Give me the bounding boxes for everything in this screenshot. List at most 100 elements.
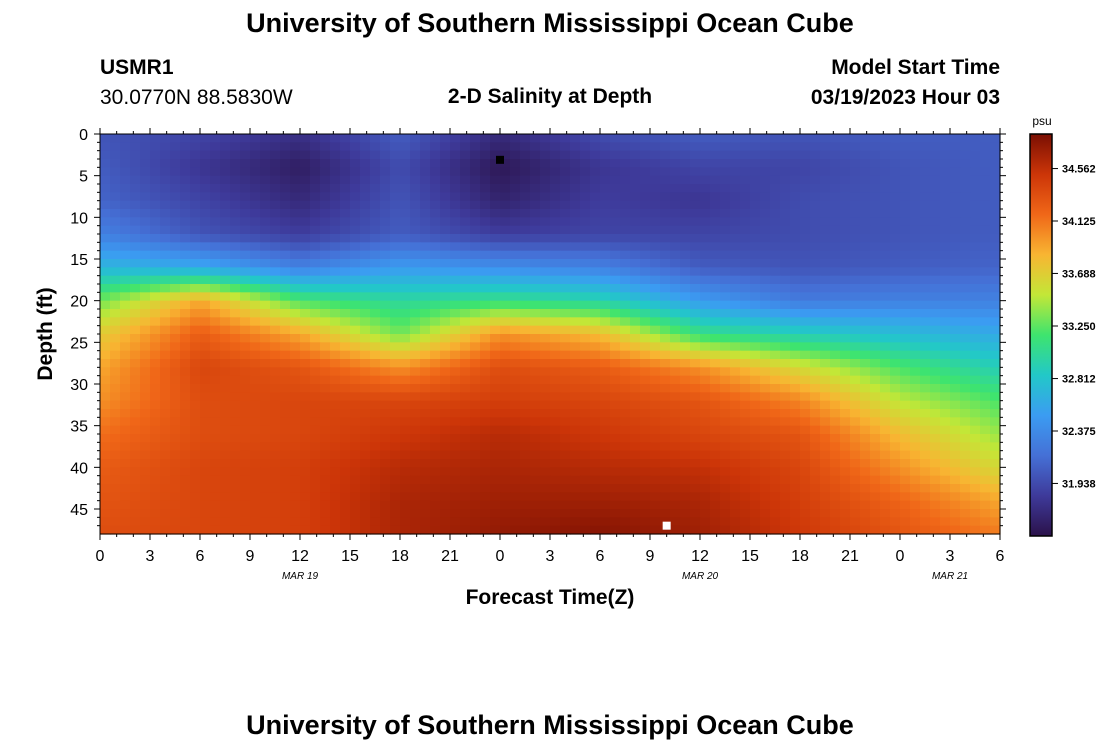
heatmap-cell [840, 184, 851, 193]
heatmap-cell [290, 259, 301, 268]
heatmap-cell [190, 250, 201, 260]
heatmap-cell [530, 525, 541, 535]
heatmap-cell [490, 225, 501, 235]
heatmap-cell [780, 417, 791, 427]
heatmap-cell [650, 317, 661, 327]
heatmap-cell [360, 484, 371, 493]
heatmap-cell [650, 517, 661, 527]
heatmap-cell [220, 367, 231, 377]
heatmap-cell [460, 167, 471, 177]
heatmap-cell [870, 392, 881, 402]
heatmap-cell [170, 150, 181, 160]
heatmap-cell [160, 459, 171, 468]
heatmap-cell [680, 459, 691, 468]
heatmap-cell [180, 400, 191, 410]
heatmap-cell [960, 492, 971, 502]
heatmap-cell [330, 525, 341, 535]
heatmap-cell [540, 384, 551, 393]
heatmap-cell [200, 234, 211, 243]
heatmap-cell [270, 367, 281, 377]
heatmap-cell [550, 200, 561, 210]
heatmap-cell [620, 509, 631, 518]
colorbar-tick-label: 32.375 [1062, 426, 1096, 438]
heatmap-cell [400, 242, 411, 252]
heatmap-cell [510, 492, 521, 502]
heatmap-cell [670, 150, 681, 160]
heatmap-cell [910, 284, 921, 293]
heatmap-cell [770, 342, 781, 352]
heatmap-cell [210, 300, 221, 310]
heatmap-cell [630, 517, 641, 527]
heatmap-cell [880, 409, 891, 418]
heatmap-cell [660, 250, 671, 260]
heatmap-cell [930, 434, 941, 443]
heatmap-cell [670, 525, 681, 535]
heatmap-cell [470, 275, 481, 285]
heatmap-cell [360, 192, 371, 202]
heatmap-cell [770, 284, 781, 293]
heatmap-cell [380, 217, 391, 227]
heatmap-cell [480, 484, 491, 493]
heatmap-cell [450, 467, 461, 477]
heatmap-cell [170, 167, 181, 177]
heatmap-cell [840, 167, 851, 177]
heatmap-cell [910, 309, 921, 318]
heatmap-cell [170, 525, 181, 535]
heatmap-cell [730, 342, 741, 352]
heatmap-cell [920, 517, 931, 527]
heatmap-cell [270, 509, 281, 518]
heatmap-cell [760, 359, 771, 368]
heatmap-cell [420, 209, 431, 218]
heatmap-cell [110, 425, 121, 435]
heatmap-cell [120, 159, 131, 168]
heatmap-cell [770, 184, 781, 193]
heatmap-cell [420, 167, 431, 177]
heatmap-cell [750, 417, 761, 427]
heatmap-cell [870, 359, 881, 368]
y-tick-label: 35 [70, 419, 88, 436]
heatmap-cell [890, 442, 901, 452]
heatmap-cell [370, 250, 381, 260]
heatmap-cell [240, 509, 251, 518]
heatmap-cell [540, 517, 551, 527]
heatmap-cell [620, 267, 631, 277]
heatmap-cell [210, 434, 221, 443]
heatmap-cell [910, 425, 921, 435]
heatmap-cell [330, 192, 341, 202]
heatmap-cell [800, 517, 811, 527]
heatmap-cell [870, 450, 881, 460]
heatmap-cell [570, 142, 581, 152]
heatmap-cell [630, 334, 641, 343]
heatmap-cell [660, 284, 671, 293]
heatmap-cell [290, 425, 301, 435]
heatmap-cell [900, 142, 911, 152]
heatmap-cell [590, 292, 601, 302]
heatmap-cell [110, 184, 121, 193]
heatmap-cell [360, 209, 371, 218]
heatmap-cell [150, 417, 161, 427]
heatmap-cell [570, 192, 581, 202]
heatmap-cell [430, 259, 441, 268]
heatmap-cell [920, 417, 931, 427]
heatmap-cell [350, 500, 361, 510]
heatmap-cell [410, 134, 421, 143]
heatmap-cell [460, 359, 471, 368]
heatmap-cell [420, 242, 431, 252]
heatmap-cell [630, 409, 641, 418]
heatmap-cell [820, 184, 831, 193]
heatmap-cell [210, 384, 221, 393]
heatmap-cell [520, 359, 531, 368]
heatmap-cell [260, 384, 271, 393]
heatmap-cell [660, 484, 671, 493]
heatmap-cell [920, 300, 931, 310]
heatmap-cell [790, 167, 801, 177]
heatmap-cell [560, 359, 571, 368]
heatmap-cell [180, 459, 191, 468]
heatmap-cell [460, 500, 471, 510]
heatmap-cell [740, 325, 751, 335]
heatmap-cell [600, 475, 611, 485]
heatmap-cell [790, 234, 801, 243]
heatmap-cell [800, 525, 811, 535]
heatmap-cell [370, 134, 381, 143]
heatmap-cell [580, 500, 591, 510]
